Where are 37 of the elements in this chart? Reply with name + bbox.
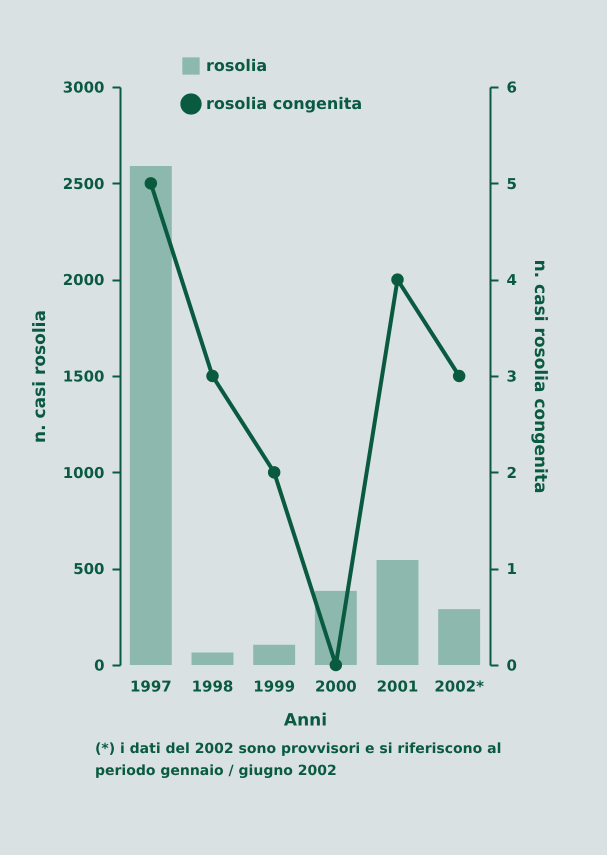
point <box>391 273 404 286</box>
y-tick-label: 0 <box>94 656 104 674</box>
y-axis-title: n. casi rosolia <box>30 310 50 443</box>
point <box>206 370 219 382</box>
point <box>330 658 342 672</box>
point <box>452 370 466 382</box>
x-tick-label: 2000 <box>314 678 357 696</box>
x-tick-label: 1999 <box>253 678 296 696</box>
legend-label: rosolia congenita <box>206 94 362 113</box>
y2-tick-label: 6 <box>506 78 517 96</box>
x-axis-title: Anni <box>284 710 328 730</box>
y2-axis-title: n. casi rosolia congenita <box>530 260 550 494</box>
y-tick-label: 1500 <box>62 368 104 386</box>
y2-tick-label: 5 <box>506 174 517 193</box>
point <box>144 177 158 190</box>
x-tick-label: 2001 <box>376 678 418 696</box>
bar <box>130 166 172 665</box>
y2-tick-label: 4 <box>506 271 517 290</box>
y2-tick-label: 0 <box>506 656 517 674</box>
x-tick-label: 2002* <box>434 678 484 696</box>
legend-label: rosolia <box>206 56 268 75</box>
bar <box>376 560 418 665</box>
bar <box>438 609 480 665</box>
x-tick-label: 1998 <box>192 678 234 696</box>
x-tick-label: 1997 <box>130 678 172 696</box>
y2-tick-label: 2 <box>506 464 517 482</box>
text: (*) i dati del 2002 sono provvisori e si riferiscono al periodo gennaio / giugno 2002 <box>95 740 502 781</box>
point <box>268 466 280 479</box>
bar <box>253 644 296 665</box>
y-tick-label: 3000 <box>62 78 104 96</box>
y2-tick-label: 3 <box>506 368 517 386</box>
bar <box>192 652 234 665</box>
y-tick-label: 2500 <box>62 174 104 193</box>
y-tick-label: 1000 <box>62 464 104 482</box>
y-tick-label: 2000 <box>62 271 104 290</box>
y2-tick-label: 1 <box>506 560 517 578</box>
y-tick-label: 500 <box>73 560 104 578</box>
